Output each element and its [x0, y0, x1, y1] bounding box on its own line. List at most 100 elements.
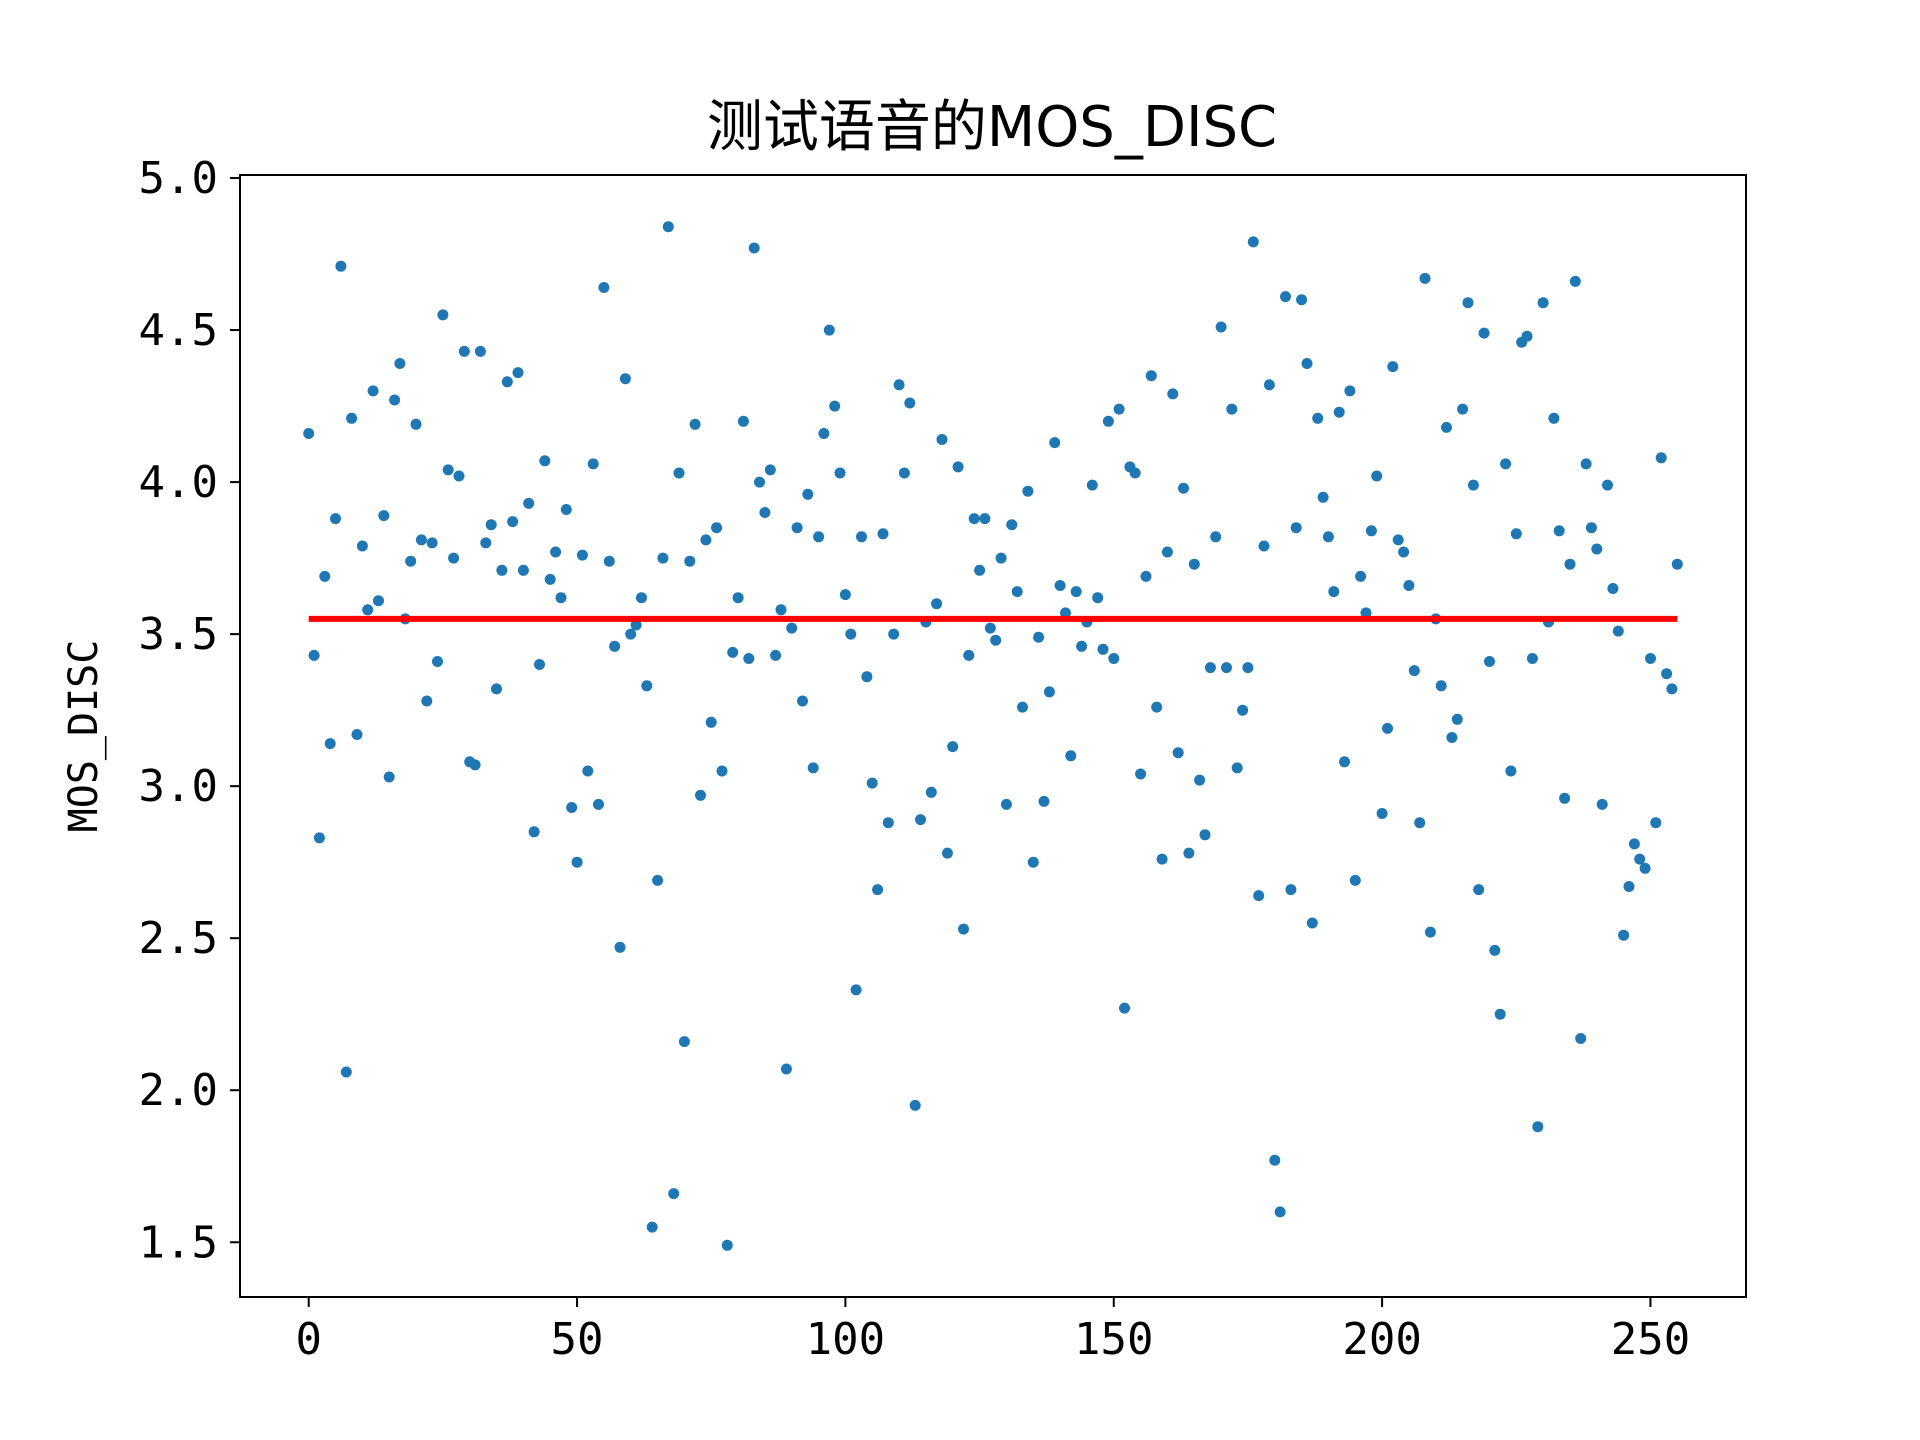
data-point	[410, 418, 422, 430]
y-tick-label: 1.5	[139, 1217, 218, 1268]
data-point	[893, 379, 905, 391]
data-point	[330, 513, 341, 525]
data-point	[1204, 662, 1216, 674]
data-point	[426, 537, 438, 549]
chart-title: 测试语音的MOS_DISC	[707, 95, 1277, 160]
data-point	[1628, 838, 1640, 850]
data-point	[1408, 665, 1420, 677]
data-point	[813, 531, 825, 543]
data-point	[1505, 765, 1517, 777]
data-point	[990, 634, 1002, 646]
data-point	[442, 464, 454, 476]
data-point	[952, 461, 964, 473]
data-point	[1569, 275, 1581, 287]
data-point	[1392, 534, 1404, 546]
data-point	[1559, 792, 1571, 804]
data-point	[550, 546, 562, 558]
data-point	[1119, 1002, 1130, 1014]
data-point	[700, 534, 712, 546]
y-tick-label: 4.5	[139, 305, 218, 356]
data-point	[619, 373, 631, 385]
data-point	[1086, 479, 1098, 491]
data-point	[1226, 403, 1238, 415]
data-point	[775, 604, 787, 616]
data-point	[1521, 330, 1533, 342]
data-point	[1065, 750, 1077, 762]
data-point	[1639, 862, 1651, 874]
y-tick-label: 2.0	[139, 1065, 218, 1116]
data-point	[1060, 607, 1071, 619]
data-point	[1634, 853, 1646, 865]
data-point	[662, 221, 674, 233]
data-point	[641, 680, 653, 692]
data-point	[807, 762, 819, 774]
data-point	[1371, 470, 1383, 482]
data-point	[1414, 817, 1426, 829]
data-point	[1462, 297, 1474, 309]
data-point	[1274, 1206, 1286, 1218]
data-point	[1467, 479, 1479, 491]
data-point	[829, 400, 841, 412]
data-point	[335, 260, 347, 272]
data-point	[1580, 458, 1592, 470]
data-point	[1221, 662, 1232, 674]
data-point	[555, 592, 567, 604]
data-point	[507, 516, 519, 528]
data-point	[1494, 1008, 1506, 1020]
data-point	[1296, 294, 1308, 306]
data-point	[1500, 458, 1512, 470]
data-point	[362, 604, 374, 616]
data-point	[480, 537, 492, 549]
plot-frame	[239, 174, 1747, 1298]
data-point	[1076, 640, 1088, 652]
data-point	[1435, 680, 1447, 692]
y-tick-label: 3.0	[139, 761, 218, 812]
data-point	[1671, 558, 1683, 570]
data-point	[351, 729, 363, 740]
data-point	[1253, 890, 1265, 902]
data-point	[1129, 467, 1141, 479]
data-point	[684, 555, 696, 567]
data-point	[931, 598, 943, 610]
x-tick-label: 0	[295, 1314, 322, 1365]
data-point	[856, 531, 867, 543]
axes: 0 50 100 150 200 250 1.5 2.0 2.5 3.0 3.5 4.0 4.5 5.0	[139, 153, 1691, 1365]
data-point	[630, 619, 642, 631]
data-point	[539, 455, 551, 467]
data-point	[678, 1036, 690, 1048]
data-point	[614, 941, 626, 953]
data-point	[866, 777, 878, 789]
data-point	[1655, 452, 1667, 464]
data-point	[1242, 662, 1254, 674]
data-point	[882, 817, 894, 829]
data-point	[1306, 917, 1318, 929]
data-point	[839, 589, 851, 601]
data-point	[1172, 747, 1184, 759]
y-tick-label: 4.0	[139, 457, 218, 508]
data-point	[1312, 412, 1324, 424]
data-point	[453, 470, 465, 482]
data-point	[394, 358, 406, 369]
data-point	[1161, 546, 1173, 558]
data-point	[313, 832, 325, 844]
data-point	[1011, 586, 1023, 598]
data-point	[1403, 580, 1415, 591]
data-point	[1424, 926, 1436, 938]
data-point	[941, 847, 953, 859]
data-point	[1666, 683, 1678, 695]
data-point	[1178, 482, 1189, 494]
data-point	[474, 345, 486, 357]
x-tick-label: 200	[1342, 1314, 1421, 1365]
data-point	[1564, 558, 1576, 570]
data-point	[1419, 272, 1431, 284]
data-point	[512, 367, 524, 379]
data-point	[1167, 388, 1179, 400]
data-point	[737, 415, 749, 427]
data-point	[1591, 543, 1603, 555]
data-point	[587, 458, 599, 470]
data-point	[1188, 558, 1200, 570]
data-point	[1199, 829, 1211, 841]
data-point	[1510, 528, 1522, 540]
